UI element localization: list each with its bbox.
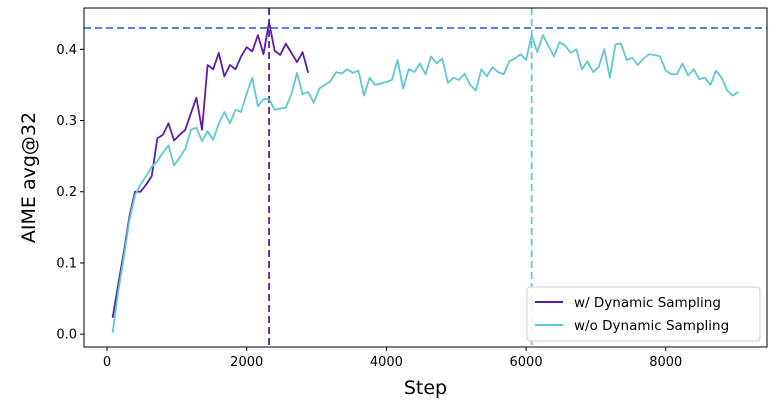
x-tick-label: 0 xyxy=(103,355,111,370)
y-tick-label: 0.0 xyxy=(56,328,77,343)
series-line-1 xyxy=(111,34,739,333)
y-tick-label: 0.2 xyxy=(56,185,77,200)
x-tick-label: 8000 xyxy=(649,355,682,370)
plot-area-frame xyxy=(83,7,768,348)
reference-lines xyxy=(84,8,767,347)
x-axis: 0 2000 4000 6000 8000 xyxy=(103,347,682,370)
x-axis-title: Step xyxy=(404,377,447,399)
y-tick-label: 0.1 xyxy=(56,256,77,271)
legend-label-dynamic: w/ Dynamic Sampling xyxy=(574,295,721,311)
y-tick-label: 0.4 xyxy=(56,43,77,58)
y-tick-label: 0.3 xyxy=(56,114,77,129)
series-lines xyxy=(111,21,739,333)
legend: w/ Dynamic Sampling w/o Dynamic Sampling xyxy=(526,286,761,342)
y-axis-title: AIME avg@32 xyxy=(18,112,40,243)
legend-label-no-dynamic: w/o Dynamic Sampling xyxy=(574,318,729,334)
x-tick-label: 6000 xyxy=(510,355,543,370)
x-tick-label: 2000 xyxy=(230,355,263,370)
x-tick-label: 4000 xyxy=(370,355,403,370)
series-line-0 xyxy=(111,21,310,318)
y-axis: 0.0 0.1 0.2 0.3 0.4 xyxy=(56,43,84,343)
legend-box xyxy=(526,286,761,342)
